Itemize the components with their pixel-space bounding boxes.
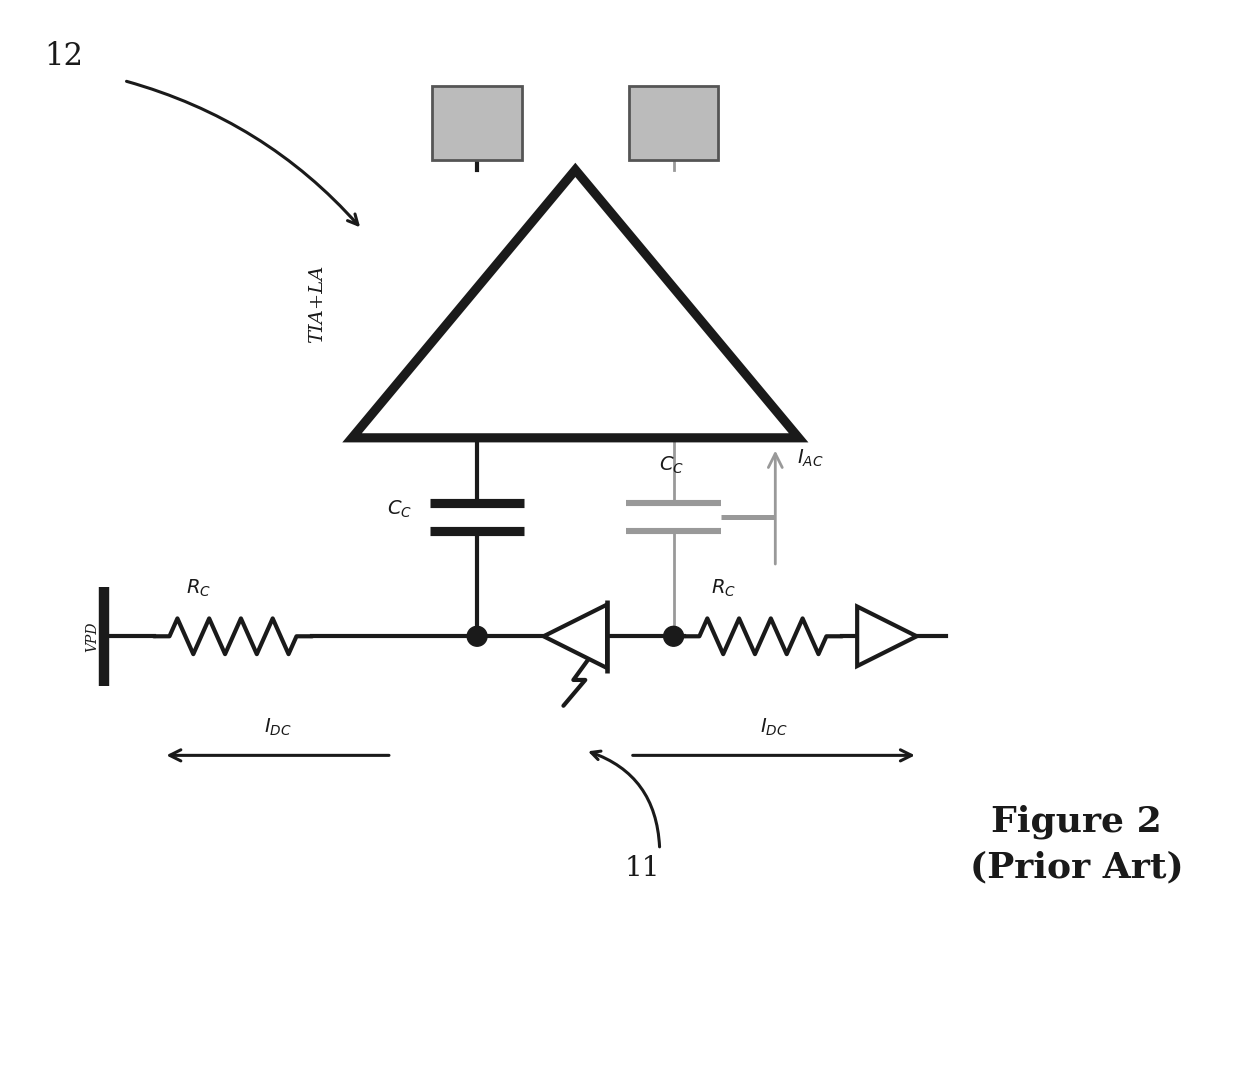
Text: $C_C$: $C_C$ [387, 499, 412, 520]
Polygon shape [543, 604, 608, 669]
Text: $I_{DC}$: $I_{DC}$ [264, 716, 291, 737]
Text: $I_{DC}$: $I_{DC}$ [760, 716, 787, 737]
Text: $C_C$: $C_C$ [658, 454, 684, 475]
Text: 12: 12 [45, 41, 83, 72]
Text: $R_C$: $R_C$ [711, 577, 735, 599]
Text: Figure 2
(Prior Art): Figure 2 (Prior Art) [970, 805, 1183, 885]
Circle shape [663, 626, 683, 646]
Text: 11: 11 [625, 854, 661, 882]
Text: $I_{AC}$: $I_{AC}$ [797, 448, 823, 468]
Bar [433, 86, 522, 160]
Text: VPD: VPD [86, 621, 99, 651]
Circle shape [467, 626, 487, 646]
Text: $R_C$: $R_C$ [186, 577, 211, 599]
Bar [629, 86, 718, 160]
Polygon shape [857, 607, 916, 666]
Text: TIA+LA: TIA+LA [309, 264, 326, 343]
